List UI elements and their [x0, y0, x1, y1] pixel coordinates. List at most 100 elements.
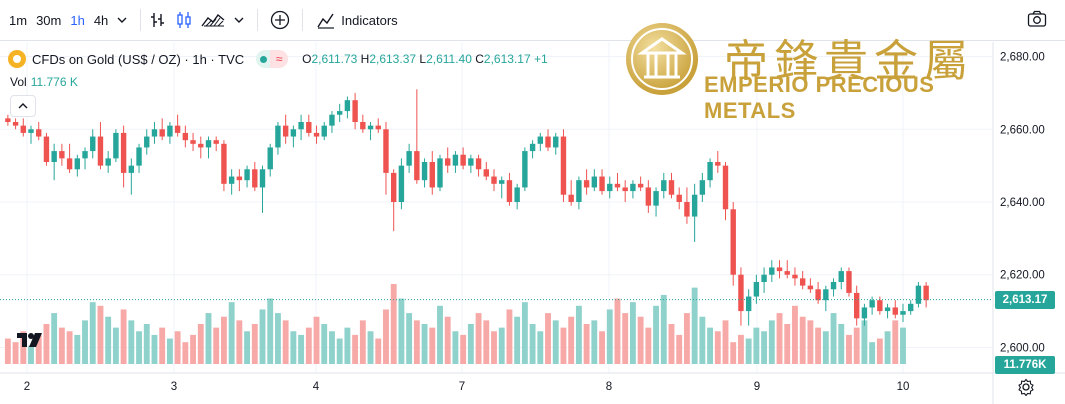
settings-icon[interactable]	[1017, 378, 1035, 401]
candle-down	[375, 125, 381, 130]
candle-down	[182, 132, 189, 141]
volume-bar	[591, 320, 598, 364]
candle-up	[699, 180, 706, 195]
indicators-icon[interactable]	[317, 8, 335, 32]
area-chart-icon[interactable]	[201, 8, 225, 32]
volume-bar	[491, 331, 497, 364]
volume-bar	[275, 313, 281, 364]
candle-down	[59, 151, 65, 159]
volume-bar	[498, 327, 505, 364]
volume-bar	[429, 327, 436, 364]
timeframe-30m[interactable]: 30m	[36, 12, 62, 28]
high-value: 2,613.37	[369, 52, 417, 66]
volume-bar	[421, 324, 428, 364]
volume-bar	[545, 313, 551, 364]
volume-bar	[784, 324, 791, 364]
candle-down	[622, 187, 628, 192]
chevron-down-icon[interactable]	[233, 8, 245, 32]
close-label: C	[475, 52, 484, 66]
volume-bar	[892, 320, 899, 364]
indicators-button[interactable]: Indicators	[341, 12, 398, 28]
high-label: H	[360, 52, 370, 66]
volume-bar	[768, 320, 775, 364]
emperio-logo: 帝鋒貴金屬 EMPERIO PRECIOUS METALS	[626, 23, 996, 123]
volume-bar	[792, 305, 798, 364]
candle-up	[51, 151, 57, 162]
price-tick-label: 2,680.00	[1000, 52, 1045, 64]
candle-up	[259, 169, 266, 188]
toolbar-divider	[302, 9, 304, 31]
logo-chinese-text: 帝鋒貴金屬	[724, 36, 974, 87]
volume-bar	[761, 331, 768, 364]
volume-bar	[629, 302, 636, 364]
chevron-down-icon[interactable]	[116, 8, 128, 32]
candle-up	[908, 303, 914, 312]
candle-up	[499, 180, 505, 184]
volume-bar	[575, 305, 582, 364]
volume-bar	[853, 327, 860, 364]
delayed-data-icon: ≈	[270, 50, 289, 68]
price-chart[interactable]: 2,680.00 2,660.00 2,640.00 2,620.00 2,600.00…	[0, 42, 1065, 404]
volume-bar	[298, 334, 305, 364]
market-status-pill[interactable]: ≈	[256, 50, 289, 68]
timeframe-1m[interactable]: 1m	[9, 12, 28, 28]
candle-down	[846, 271, 852, 293]
volume-bar	[884, 331, 891, 364]
tradingview-logo-icon[interactable]	[15, 330, 45, 355]
camera-icon[interactable]	[1027, 10, 1047, 33]
candle-up	[900, 311, 906, 315]
candle-up	[661, 180, 667, 192]
volume-bar	[537, 331, 544, 364]
price-tick-label: 2,600.00	[1000, 342, 1045, 354]
candle-up	[522, 151, 528, 188]
bar-chart-icon[interactable]	[149, 8, 167, 32]
candle-up	[113, 132, 119, 159]
candle-up	[707, 162, 713, 181]
candle-up	[421, 162, 428, 181]
candle-up	[869, 300, 875, 308]
candle-up	[82, 151, 88, 159]
symbol-title[interactable]: CFDs on Gold (US$ / OZ) · 1h · TVC	[32, 51, 245, 67]
candle-down	[120, 132, 127, 173]
volume-label: Vol	[10, 75, 27, 89]
volume-bar	[560, 327, 567, 364]
candle-down	[5, 118, 11, 122]
candle-down	[684, 202, 690, 217]
collapse-legend-button[interactable]	[10, 95, 36, 117]
market-open-icon	[256, 50, 271, 68]
timeframe-1h[interactable]: 1h	[70, 12, 85, 28]
volume-bar	[876, 338, 883, 364]
volume-bar	[838, 324, 845, 364]
candle-up	[607, 183, 613, 192]
candle-down	[545, 136, 551, 148]
candle-down	[676, 194, 682, 202]
candle-down	[923, 285, 929, 301]
chevron-up-icon	[18, 103, 28, 109]
candle-up	[769, 267, 775, 275]
volume-bar	[259, 309, 266, 364]
candles-icon[interactable]	[175, 8, 193, 32]
volume-bar	[35, 334, 42, 364]
candle-down	[306, 122, 312, 133]
time-tick-label: 3	[171, 381, 177, 393]
add-icon[interactable]	[270, 8, 290, 32]
gold-symbol-icon	[8, 50, 26, 68]
open-value: 2,611.73	[311, 52, 358, 66]
volume-bar	[745, 338, 752, 364]
time-axis: 2 3 4 7 8 9 10	[24, 381, 910, 393]
candle-up	[452, 154, 459, 166]
volume-bar	[375, 338, 382, 364]
volume-bar	[97, 305, 104, 364]
timeframe-4h[interactable]: 4h	[93, 12, 109, 28]
candle-down	[776, 267, 783, 272]
volume-bar	[861, 320, 868, 364]
candle-up	[691, 194, 698, 217]
volume-bar	[653, 305, 659, 364]
candle-up	[367, 125, 374, 130]
volume-bar	[151, 334, 158, 364]
candle-down	[784, 271, 790, 275]
candle-down	[159, 129, 165, 137]
volume-bar	[606, 309, 613, 364]
volume-bar	[282, 320, 289, 364]
time-tick-label: 10	[897, 381, 910, 393]
